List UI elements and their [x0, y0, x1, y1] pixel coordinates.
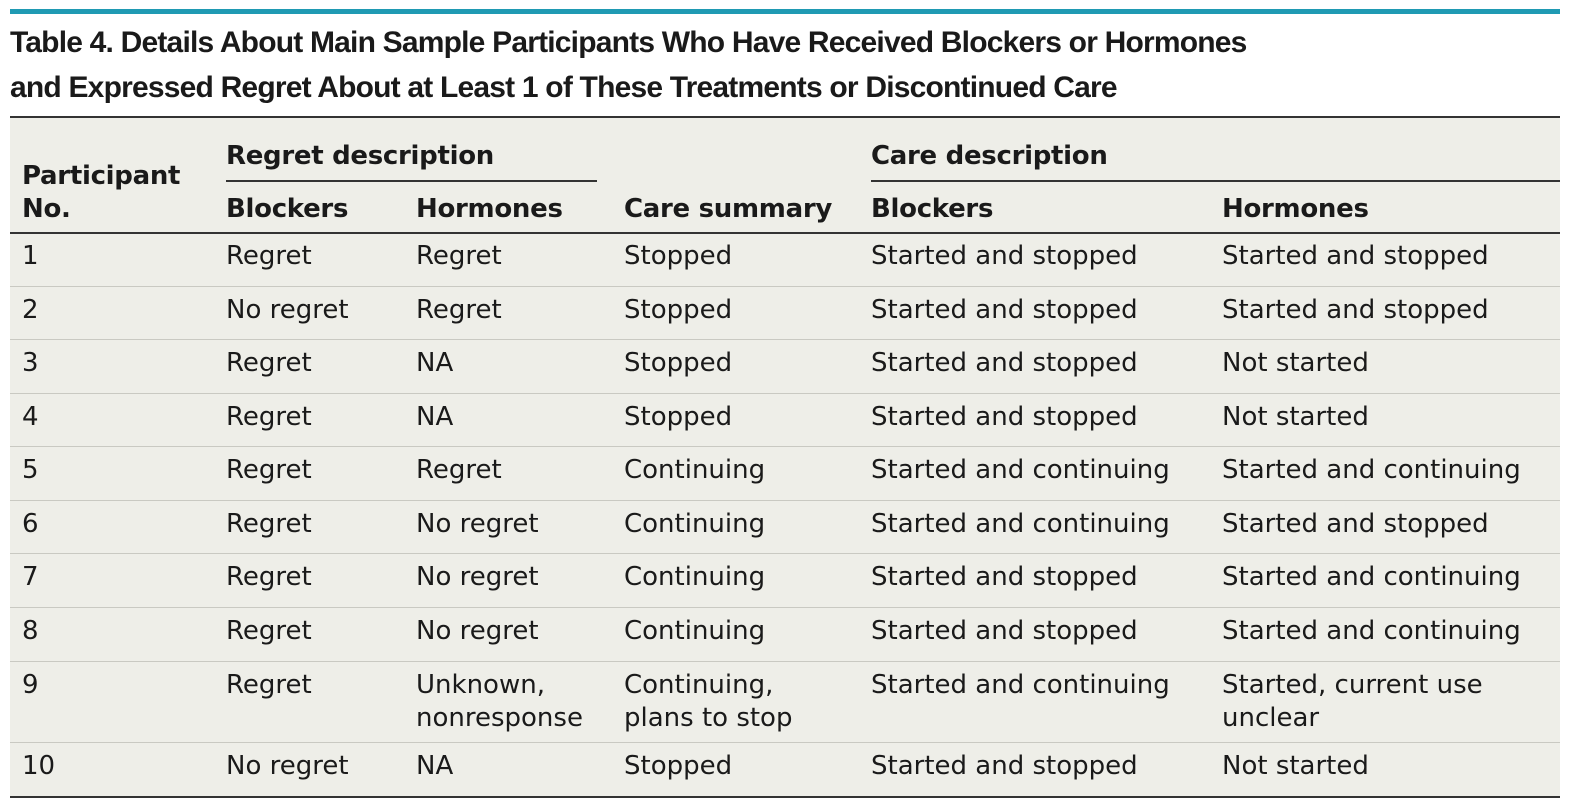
cell-participant-no: 5	[22, 455, 39, 485]
cell-care-hormones: Started and stopped	[1222, 295, 1489, 325]
row-divider	[10, 661, 1560, 662]
cell-care-blockers: Started and stopped	[871, 616, 1138, 646]
cell-regret-blockers: No regret	[226, 751, 349, 781]
cell-regret-blockers: Regret	[226, 241, 312, 271]
cell-regret-blockers: Regret	[226, 616, 312, 646]
header-care-blockers: Blockers	[871, 194, 994, 224]
cell-regret-hormones: NA	[416, 751, 454, 781]
cell-care-blockers: Started and continuing	[871, 509, 1170, 539]
cell-care-hormones: Not started	[1222, 751, 1369, 781]
cell-participant-no: 4	[22, 402, 39, 432]
regret-group-rule	[226, 180, 597, 182]
cell-participant-no: 1	[22, 241, 39, 271]
cell-participant-no: 9	[22, 670, 39, 700]
cell-participant-no: 8	[22, 616, 39, 646]
row-divider	[10, 553, 1560, 554]
cell-regret-blockers: Regret	[226, 455, 312, 485]
cell-regret-hormones: No regret	[416, 509, 539, 539]
table-title-line-1: Table 4. Details About Main Sample Parti…	[10, 26, 1247, 59]
row-divider	[10, 339, 1560, 340]
header-regret-hormones: Hormones	[416, 194, 563, 224]
cell-care-summary: Continuing, plans to stop	[624, 670, 793, 733]
cell-care-hormones: Not started	[1222, 348, 1369, 378]
cell-participant-no: 6	[22, 509, 39, 539]
cell-care-summary: Stopped	[624, 751, 733, 781]
cell-regret-hormones: Regret	[416, 241, 502, 271]
cell-care-summary: Stopped	[624, 295, 733, 325]
cell-participant-no: 3	[22, 348, 39, 378]
cell-regret-hormones: Regret	[416, 295, 502, 325]
cell-care-summary: Continuing	[624, 616, 766, 646]
cell-regret-blockers: Regret	[226, 402, 312, 432]
header-regret-description: Regret description	[226, 141, 494, 171]
cell-care-summary: Stopped	[624, 402, 733, 432]
cell-care-hormones: Not started	[1222, 402, 1369, 432]
cell-care-blockers: Started and stopped	[871, 402, 1138, 432]
cell-regret-blockers: Regret	[226, 348, 312, 378]
table-title-line-2: and Expressed Regret About at Least 1 of…	[10, 71, 1118, 104]
cell-care-hormones: Started and stopped	[1222, 241, 1489, 271]
cell-regret-hormones: NA	[416, 402, 454, 432]
cell-care-blockers: Started and stopped	[871, 751, 1138, 781]
cell-regret-hormones: NA	[416, 348, 454, 378]
header-care-hormones: Hormones	[1222, 194, 1369, 224]
row-divider	[10, 286, 1560, 287]
cell-regret-blockers: No regret	[226, 295, 349, 325]
cell-care-blockers: Started and continuing	[871, 455, 1170, 485]
cell-regret-hormones: Regret	[416, 455, 502, 485]
row-divider	[10, 500, 1560, 501]
cell-care-hormones: Started and continuing	[1222, 455, 1521, 485]
header-participant-line-1: Participant	[22, 161, 181, 191]
cell-care-hormones: Started, current use unclear	[1222, 670, 1483, 733]
cell-regret-hormones: Unknown, nonresponse	[416, 670, 583, 733]
cell-care-blockers: Started and stopped	[871, 295, 1138, 325]
row-divider	[10, 742, 1560, 743]
header-participant-no: Participant No.	[22, 160, 180, 226]
cell-care-summary: Continuing	[624, 562, 766, 592]
cell-care-blockers: Started and stopped	[871, 241, 1138, 271]
data-table: Participant No. Regret description Care …	[10, 116, 1560, 798]
cell-regret-hormones: No regret	[416, 562, 539, 592]
cell-care-hormones: Started and continuing	[1222, 616, 1521, 646]
cell-regret-blockers: Regret	[226, 670, 312, 700]
header-bottom-rule	[10, 232, 1560, 234]
title-accent-rule	[10, 9, 1560, 14]
row-divider	[10, 393, 1560, 394]
cell-care-hormones: Started and stopped	[1222, 509, 1489, 539]
cell-care-blockers: Started and stopped	[871, 562, 1138, 592]
cell-care-summary: Stopped	[624, 348, 733, 378]
header-care-description: Care description	[871, 141, 1108, 171]
header-regret-blockers: Blockers	[226, 194, 349, 224]
cell-care-summary: Stopped	[624, 241, 733, 271]
cell-regret-hormones: No regret	[416, 616, 539, 646]
cell-care-hormones: Started and continuing	[1222, 562, 1521, 592]
header-care-summary: Care summary	[624, 194, 833, 224]
cell-regret-blockers: Regret	[226, 509, 312, 539]
care-group-rule	[871, 180, 1560, 182]
table-title: Table 4. Details About Main Sample Parti…	[10, 20, 1550, 110]
row-divider	[10, 607, 1560, 608]
header-participant-line-2: No.	[22, 194, 71, 224]
cell-care-blockers: Started and continuing	[871, 670, 1170, 700]
row-divider	[10, 446, 1560, 447]
cell-participant-no: 2	[22, 295, 39, 325]
cell-regret-blockers: Regret	[226, 562, 312, 592]
cell-care-summary: Continuing	[624, 455, 766, 485]
cell-care-summary: Continuing	[624, 509, 766, 539]
cell-care-blockers: Started and stopped	[871, 348, 1138, 378]
cell-participant-no: 10	[22, 751, 56, 781]
cell-participant-no: 7	[22, 562, 39, 592]
